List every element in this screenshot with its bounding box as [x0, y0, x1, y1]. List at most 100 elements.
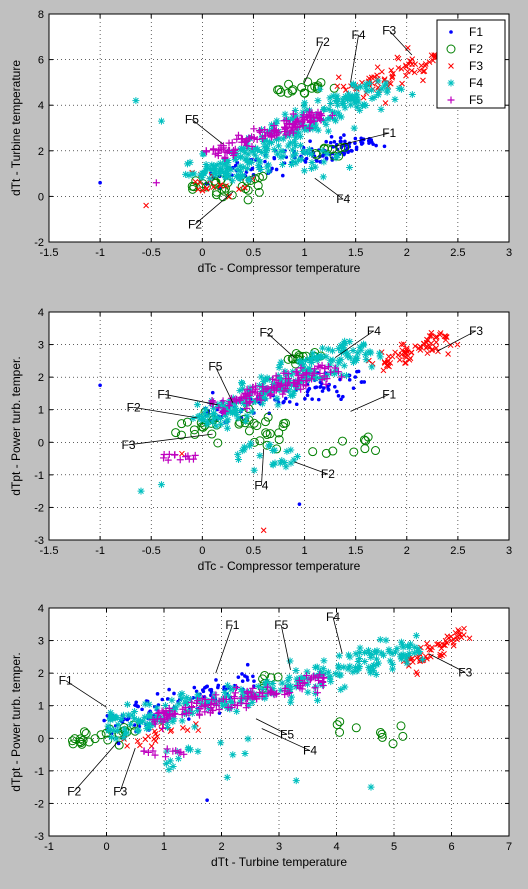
data-point: [244, 735, 252, 743]
data-point: [130, 715, 138, 723]
data-point: [296, 119, 304, 127]
data-point: [233, 411, 241, 419]
data-point: [211, 165, 219, 173]
data-point: [429, 347, 435, 354]
data-point: [194, 693, 202, 701]
data-point: [104, 727, 112, 735]
data-point: [236, 174, 243, 182]
data-point: [241, 750, 249, 758]
data-point: [217, 182, 223, 188]
data-point: [308, 375, 316, 383]
data-point: [241, 184, 248, 191]
data-point: [298, 685, 306, 693]
data-point: [288, 381, 296, 389]
data-point: [349, 447, 359, 457]
data-point: [274, 379, 282, 387]
data-point: [221, 688, 229, 696]
data-point: [292, 133, 300, 141]
data-point: [257, 165, 265, 173]
data-point: [316, 671, 324, 679]
data-point: [282, 131, 290, 139]
data-point: [226, 698, 234, 706]
data-point: [229, 409, 237, 417]
annotation-arrow: [334, 330, 375, 358]
data-point: [248, 158, 256, 166]
y-axis-label: dTt - Turbine temperature: [9, 60, 23, 196]
data-point: [303, 668, 311, 676]
data-point: [412, 632, 420, 640]
data-point: [300, 102, 308, 110]
y-tick-label: -2: [34, 502, 44, 514]
data-point: [176, 456, 184, 464]
data-point: [124, 743, 131, 749]
data-point: [317, 679, 325, 687]
annotation-arrow: [388, 30, 413, 56]
data-point: [234, 414, 242, 422]
data-point: [262, 146, 270, 154]
data-point: [402, 655, 410, 663]
data-point: [445, 351, 451, 357]
data-point: [282, 463, 290, 471]
data-point: [307, 150, 315, 158]
data-point: [182, 709, 190, 717]
x-tick-label: 3: [506, 247, 512, 259]
y-tick-label: 0: [38, 733, 44, 745]
data-point: [258, 400, 266, 408]
data-point: [76, 738, 86, 748]
data-point: [395, 84, 403, 92]
x-axis-label: dTt - Turbine temperature: [211, 855, 347, 869]
data-point: [356, 649, 364, 657]
x-tick-label: -1: [95, 545, 105, 557]
data-point: [349, 358, 357, 366]
annotation: F5: [274, 618, 291, 670]
data-point: [169, 710, 177, 718]
data-point: [404, 642, 412, 650]
data-point: [176, 430, 186, 440]
data-point: [239, 385, 247, 393]
data-point: [427, 653, 434, 660]
x-tick-label: 7: [506, 841, 512, 853]
data-point: [409, 659, 416, 665]
data-point: [283, 354, 293, 364]
data-point: [153, 712, 161, 720]
data-point: [163, 718, 171, 726]
data-point: [144, 748, 152, 756]
data-point: [155, 692, 160, 696]
data-point: [254, 390, 262, 398]
data-point: [145, 724, 153, 732]
data-point: [395, 55, 402, 62]
data-point: [329, 134, 334, 139]
data-point: [326, 674, 334, 682]
data-point: [210, 699, 218, 707]
data-point: [370, 140, 374, 144]
plot-area: [49, 14, 509, 242]
data-point: [266, 689, 274, 697]
data-point: [279, 161, 287, 169]
data-point: [132, 97, 140, 105]
annotation-arrow: [133, 406, 198, 419]
annotation-label: F2: [127, 400, 141, 414]
data-point: [289, 157, 297, 165]
data-point: [344, 96, 352, 104]
data-point: [294, 156, 302, 164]
data-point: [237, 406, 245, 414]
data-point: [223, 773, 231, 781]
data-point: [321, 448, 331, 458]
data-point: [145, 733, 152, 740]
annotation-label: F3: [122, 438, 136, 452]
data-point: [166, 712, 174, 720]
data-point: [308, 158, 316, 166]
data-point: [222, 695, 230, 703]
data-point: [208, 161, 216, 169]
data-point: [368, 363, 376, 371]
data-point: [241, 149, 249, 157]
data-point: [423, 345, 430, 351]
data-point: [243, 412, 251, 420]
data-point: [156, 714, 164, 722]
data-point: [288, 85, 298, 95]
x-tick-label: 1.5: [348, 545, 363, 557]
data-point: [286, 139, 294, 147]
data-point: [242, 137, 250, 145]
data-point: [269, 447, 277, 455]
